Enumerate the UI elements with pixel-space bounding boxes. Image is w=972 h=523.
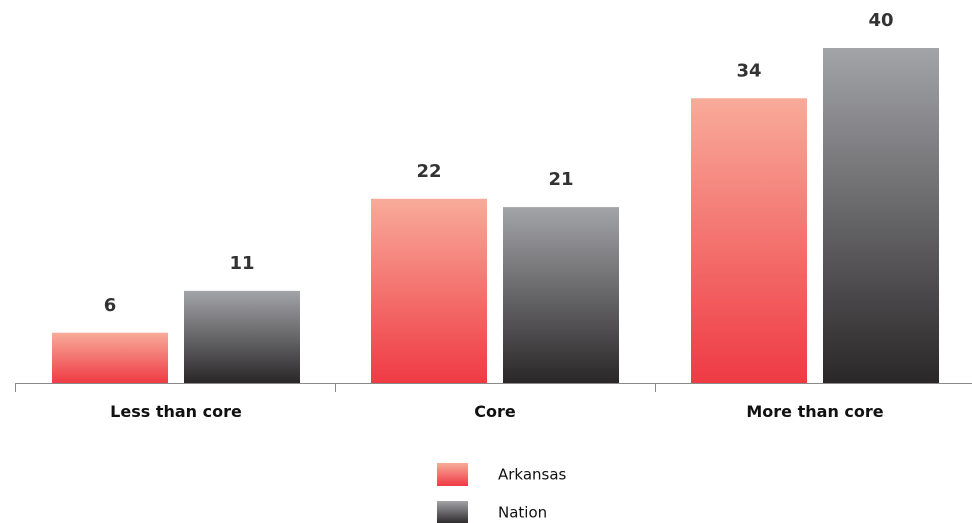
bar-nation-1 — [503, 207, 619, 383]
category-labels-layer: Less than core Core More than core — [110, 402, 884, 421]
category-label-2: More than core — [746, 402, 883, 421]
bar-arkansas-1 — [371, 198, 487, 383]
data-label-nation-0: 11 — [229, 253, 254, 274]
legend-swatch-arkansas — [437, 463, 468, 486]
value-labels-layer: 6 11 22 21 34 40 — [104, 10, 894, 316]
category-label-1: Core — [474, 402, 516, 421]
data-label-nation-1: 21 — [548, 169, 573, 190]
bar-arkansas-2 — [691, 98, 807, 383]
legend-swatch-nation — [437, 501, 468, 523]
data-label-nation-2: 40 — [868, 10, 893, 31]
bars-layer — [52, 48, 939, 383]
x-axis — [15, 383, 972, 392]
bar-nation-2 — [823, 48, 939, 383]
data-label-arkansas-0: 6 — [104, 295, 117, 316]
data-label-arkansas-1: 22 — [416, 161, 441, 182]
category-label-0: Less than core — [110, 402, 242, 421]
bar-arkansas-0 — [52, 332, 168, 383]
legend-label-arkansas: Arkansas — [498, 466, 567, 484]
bar-nation-0 — [184, 290, 300, 383]
legend: Arkansas Nation — [437, 463, 567, 523]
data-label-arkansas-2: 34 — [736, 60, 761, 81]
legend-label-nation: Nation — [498, 504, 547, 522]
